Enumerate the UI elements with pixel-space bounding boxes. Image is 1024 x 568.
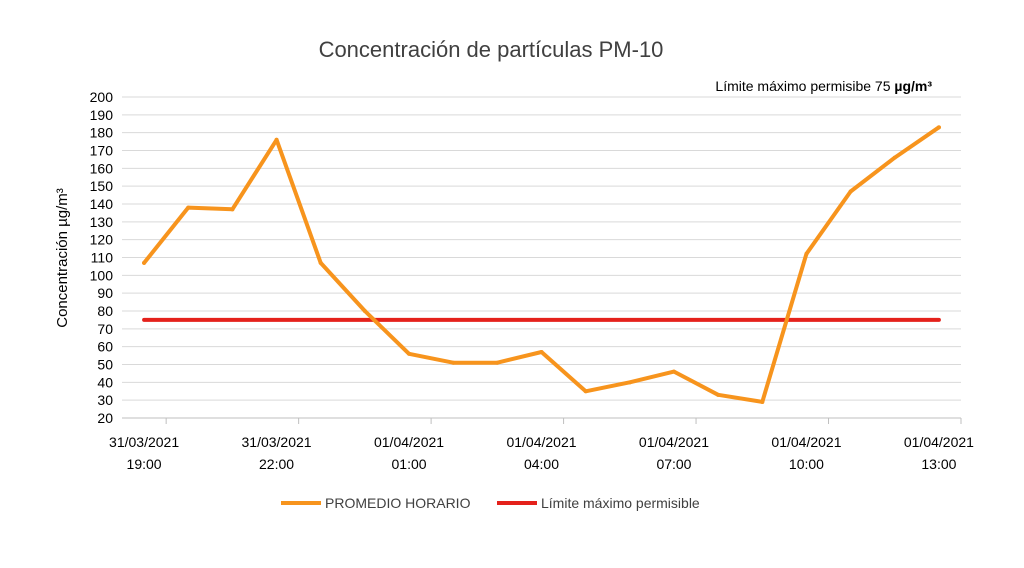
y-tick-label: 70: [97, 321, 113, 337]
data-point-promedio-horario: [892, 155, 897, 160]
data-point-promedio-horario: [362, 309, 367, 313]
data-point-promedio-horario: [848, 189, 853, 194]
y-tick-label: 90: [97, 285, 113, 301]
y-tick-label: 160: [90, 160, 114, 176]
data-point-promedio-horario: [716, 392, 721, 397]
x-tick-label-time: 10:00: [789, 456, 824, 472]
data-point-promedio-horario: [407, 351, 412, 356]
y-tick-label: 170: [90, 143, 114, 159]
data-point-promedio-horario: [451, 360, 456, 365]
data-point-promedio-horario: [583, 389, 588, 394]
y-tick-label: 30: [97, 392, 113, 408]
chart-title: Concentración de partículas PM-10: [319, 37, 664, 62]
data-point-promedio-horario: [627, 380, 632, 385]
legend: PROMEDIO HORARIO Límite máximo permisibl…: [281, 495, 700, 511]
x-tick-label-time: 04:00: [524, 456, 559, 472]
y-tick-label: 20: [97, 410, 113, 426]
y-tick-label: 140: [90, 196, 114, 212]
x-tick-label-time: 19:00: [127, 456, 162, 472]
x-tick-label-date: 01/04/2021: [904, 434, 974, 450]
y-tick-label: 130: [90, 214, 114, 230]
y-tick-label: 100: [90, 267, 114, 283]
x-tick-label-date: 01/04/2021: [639, 434, 709, 450]
limit-annotation-unit: µg/m³: [894, 78, 932, 94]
legend-label-limite-maximo: Límite máximo permisible: [541, 495, 700, 511]
x-axis: 31/03/2021 19:00 31/03/2021 22:00 01/04/2021…: [109, 417, 974, 472]
y-axis-label: Concentración µg/m³: [54, 188, 71, 328]
y-tick-label: 120: [90, 232, 114, 248]
data-point-promedio-horario: [318, 260, 323, 265]
limit-annotation: Límite máximo permisibe 75 µg/m³: [715, 78, 932, 94]
x-tick-label-date: 01/04/2021: [506, 434, 576, 450]
x-tick-label-date: 31/03/2021: [109, 434, 179, 450]
data-point-promedio-horario: [495, 360, 500, 365]
y-tick-label: 190: [90, 107, 114, 123]
data-point-promedio-horario: [671, 369, 676, 374]
data-point-promedio-horario: [186, 205, 191, 210]
data-point-promedio-horario: [760, 399, 765, 404]
data-point-promedio-horario: [142, 260, 147, 265]
data-point-promedio-horario: [539, 350, 544, 355]
limit-annotation-text: Límite máximo permisibe 75: [715, 78, 894, 94]
y-tick-label: 80: [97, 303, 113, 319]
x-tick-label-date: 31/03/2021: [242, 434, 312, 450]
x-tick-label-date: 01/04/2021: [771, 434, 841, 450]
series-lines: [142, 125, 941, 404]
gridlines: [122, 96, 961, 419]
x-tick-label-time: 01:00: [392, 456, 427, 472]
y-tick-label: 150: [90, 178, 114, 194]
y-tick-label: 60: [97, 339, 113, 355]
y-tick-label: 110: [91, 250, 114, 266]
x-tick-label-date: 01/04/2021: [374, 434, 444, 450]
legend-label-promedio-horario: PROMEDIO HORARIO: [325, 495, 471, 511]
y-tick-label: 50: [97, 357, 113, 373]
x-tick-label-time: 13:00: [921, 456, 956, 472]
y-tick-label: 40: [97, 374, 113, 390]
data-point-promedio-horario: [274, 137, 279, 142]
y-tick-label: 200: [90, 89, 114, 105]
x-tick-label-time: 22:00: [259, 456, 294, 472]
data-point-promedio-horario: [804, 251, 809, 256]
y-tick-label: 180: [90, 125, 114, 141]
data-point-promedio-horario: [936, 125, 941, 130]
x-tick-label-time: 07:00: [656, 456, 691, 472]
data-point-promedio-horario: [230, 207, 235, 212]
